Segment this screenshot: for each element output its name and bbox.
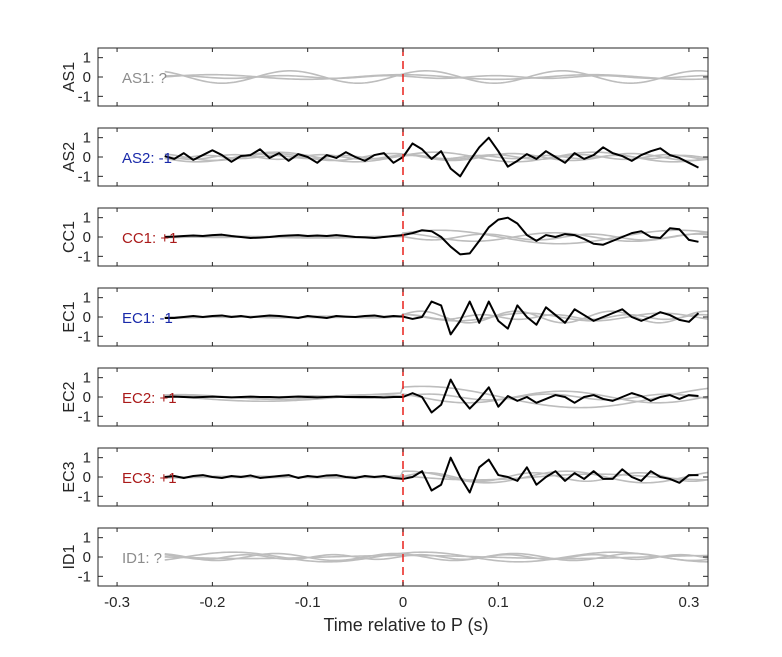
polarity-label-ec2: EC2: +1 xyxy=(122,390,177,407)
y-tick-label: 1 xyxy=(83,370,91,387)
y-tick-label: 0 xyxy=(83,69,91,86)
background-trace-id1-0 xyxy=(164,551,708,563)
x-tick-label: -0.3 xyxy=(104,594,130,611)
y-tick-label: -1 xyxy=(78,168,91,185)
y-tick-label: -1 xyxy=(78,248,91,265)
main-trace-cc1 xyxy=(164,216,699,256)
x-axis-label: Time relative to P (s) xyxy=(323,615,488,635)
x-tick-label: 0.2 xyxy=(583,594,604,611)
background-trace-as1-2 xyxy=(164,74,708,80)
x-tick-label: -0.2 xyxy=(199,594,225,611)
y-tick-label: 0 xyxy=(83,389,91,406)
y-tick-label: 1 xyxy=(83,130,91,147)
panel-ylabel-ec3: EC3 xyxy=(61,461,78,492)
polarity-label-cc1: CC1: +1 xyxy=(122,230,177,247)
background-trace-ec2-0 xyxy=(164,385,708,409)
y-tick-label: -1 xyxy=(78,88,91,105)
main-trace-ec3 xyxy=(164,456,699,494)
y-tick-label: -1 xyxy=(78,408,91,425)
y-tick-label: 0 xyxy=(83,229,91,246)
polarity-label-as2: AS2: -1 xyxy=(122,150,172,167)
y-tick-label: 0 xyxy=(83,469,91,486)
main-trace-ec2 xyxy=(164,378,699,414)
polarity-label-as1: AS1: ? xyxy=(122,70,167,87)
x-tick-label: 0.3 xyxy=(679,594,700,611)
polarity-label-id1: ID1: ? xyxy=(122,550,162,567)
y-tick-label: 1 xyxy=(83,530,91,547)
main-trace-ec1 xyxy=(164,300,700,336)
x-tick-label: 0 xyxy=(399,594,407,611)
panel-ylabel-ec1: EC1 xyxy=(61,301,78,332)
y-tick-label: 1 xyxy=(83,50,91,67)
y-tick-label: -1 xyxy=(78,328,91,345)
y-tick-label: -1 xyxy=(78,568,91,585)
y-tick-label: -1 xyxy=(78,488,91,505)
panel-ylabel-cc1: CC1 xyxy=(61,221,78,253)
polarity-label-ec3: EC3: +1 xyxy=(122,470,177,487)
x-tick-label: 0.1 xyxy=(488,594,509,611)
y-tick-label: 0 xyxy=(83,549,91,566)
y-tick-label: 1 xyxy=(83,450,91,467)
y-tick-label: 1 xyxy=(83,210,91,227)
background-trace-id1-3 xyxy=(164,554,708,560)
y-tick-label: 1 xyxy=(83,290,91,307)
panel-ylabel-ec2: EC2 xyxy=(61,381,78,412)
panel-ylabel-as2: AS2 xyxy=(61,142,78,172)
polarity-label-ec1: EC1: -1 xyxy=(122,310,173,327)
y-tick-label: 0 xyxy=(83,309,91,326)
x-tick-label: -0.1 xyxy=(295,594,321,611)
main-trace-as2 xyxy=(164,136,699,178)
y-tick-label: 0 xyxy=(83,149,91,166)
panel-ylabel-id1: ID1 xyxy=(61,544,78,569)
panel-ylabel-as1: AS1 xyxy=(61,62,78,92)
